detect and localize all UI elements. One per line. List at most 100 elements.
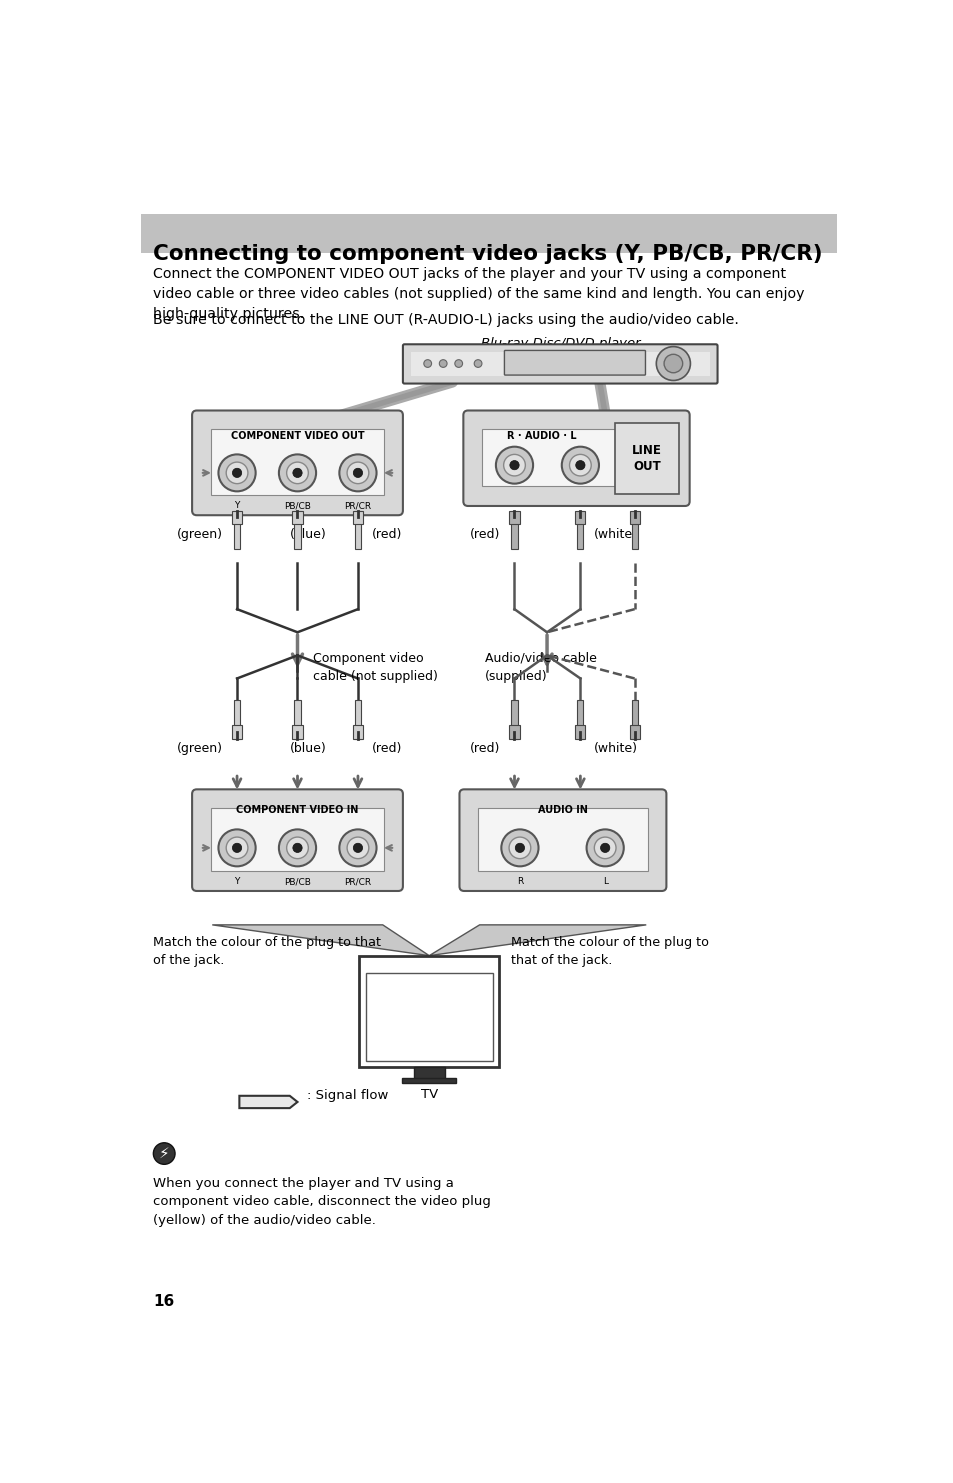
Polygon shape <box>239 1096 297 1108</box>
FancyBboxPatch shape <box>192 789 402 891</box>
Circle shape <box>226 463 248 483</box>
Text: Y: Y <box>234 876 239 887</box>
Text: LINE
OUT: LINE OUT <box>632 443 661 473</box>
Bar <box>631 510 637 549</box>
Bar <box>577 700 583 739</box>
Bar <box>355 700 360 739</box>
FancyBboxPatch shape <box>463 411 689 506</box>
Text: (red): (red) <box>372 743 402 755</box>
Polygon shape <box>212 925 429 955</box>
Circle shape <box>353 844 362 853</box>
Circle shape <box>293 844 302 853</box>
Bar <box>575 725 585 739</box>
Circle shape <box>656 347 690 381</box>
Circle shape <box>218 829 255 866</box>
Bar <box>293 510 302 525</box>
FancyBboxPatch shape <box>192 411 402 515</box>
Text: Component video
cable (not supplied): Component video cable (not supplied) <box>313 651 437 682</box>
Bar <box>355 510 360 549</box>
FancyBboxPatch shape <box>477 808 647 871</box>
FancyBboxPatch shape <box>615 423 679 494</box>
Text: COMPONENT VIDEO OUT: COMPONENT VIDEO OUT <box>231 430 364 440</box>
Text: Connect the COMPONENT VIDEO OUT jacks of the player and your TV using a componen: Connect the COMPONENT VIDEO OUT jacks of… <box>153 267 804 320</box>
Circle shape <box>278 829 315 866</box>
Bar <box>232 510 242 525</box>
Bar <box>293 725 302 739</box>
Text: (blue): (blue) <box>290 528 326 541</box>
Circle shape <box>293 469 302 478</box>
Circle shape <box>339 454 376 491</box>
Text: (white): (white) <box>594 743 638 755</box>
Text: Match the colour of the plug to
that of the jack.: Match the colour of the plug to that of … <box>510 936 708 967</box>
Text: (white): (white) <box>594 528 638 541</box>
Circle shape <box>226 836 248 859</box>
Bar <box>414 1068 444 1078</box>
Bar <box>353 725 362 739</box>
Text: (blue): (blue) <box>290 743 326 755</box>
Circle shape <box>347 836 369 859</box>
Polygon shape <box>429 925 645 955</box>
Text: (red): (red) <box>470 743 500 755</box>
FancyBboxPatch shape <box>402 344 717 384</box>
Text: 16: 16 <box>153 1295 174 1309</box>
FancyBboxPatch shape <box>504 350 645 375</box>
Text: Connecting to component video jacks (Y, PB/CB, PR/CR): Connecting to component video jacks (Y, … <box>153 245 822 264</box>
Text: Be sure to connect to the LINE OUT (R-AUDIO-L) jacks using the audio/video cable: Be sure to connect to the LINE OUT (R-AU… <box>153 313 739 326</box>
Circle shape <box>339 829 376 866</box>
Circle shape <box>503 454 525 476</box>
Bar <box>233 510 240 549</box>
Text: AUDIO IN: AUDIO IN <box>537 805 587 814</box>
Bar <box>511 510 517 549</box>
Bar <box>233 700 240 739</box>
Circle shape <box>561 446 598 483</box>
Circle shape <box>218 454 255 491</box>
Bar <box>294 510 300 549</box>
Bar <box>629 510 639 525</box>
Circle shape <box>509 461 518 470</box>
Circle shape <box>515 844 524 853</box>
Text: : Signal flow: : Signal flow <box>307 1090 388 1102</box>
Text: Y: Y <box>234 501 239 510</box>
Bar <box>511 700 517 739</box>
Circle shape <box>153 1143 174 1164</box>
Text: (green): (green) <box>177 743 223 755</box>
Bar <box>402 1078 456 1083</box>
Text: COMPONENT VIDEO IN: COMPONENT VIDEO IN <box>236 805 358 814</box>
FancyBboxPatch shape <box>359 955 498 1068</box>
Circle shape <box>286 836 308 859</box>
Text: (red): (red) <box>372 528 402 541</box>
Circle shape <box>353 469 362 478</box>
Text: Blu-ray Disc/DVD player: Blu-ray Disc/DVD player <box>480 337 640 350</box>
Circle shape <box>233 469 241 478</box>
Text: When you connect the player and TV using a
component video cable, disconnect the: When you connect the player and TV using… <box>153 1176 491 1226</box>
Bar <box>232 725 242 739</box>
Bar <box>575 510 585 525</box>
Bar <box>353 510 362 525</box>
Text: TV: TV <box>420 1089 437 1100</box>
Text: PR/CR: PR/CR <box>344 501 371 510</box>
FancyBboxPatch shape <box>410 351 709 375</box>
Bar <box>509 725 519 739</box>
FancyBboxPatch shape <box>459 789 666 891</box>
Text: R · AUDIO · L: R · AUDIO · L <box>506 430 576 440</box>
Circle shape <box>663 354 682 372</box>
Circle shape <box>509 836 530 859</box>
FancyBboxPatch shape <box>211 429 384 495</box>
Circle shape <box>474 360 481 368</box>
FancyBboxPatch shape <box>211 808 384 871</box>
Text: Match the colour of the plug to that
of the jack.: Match the colour of the plug to that of … <box>153 936 381 967</box>
FancyBboxPatch shape <box>365 973 493 1062</box>
Text: PB/CB: PB/CB <box>284 501 311 510</box>
Bar <box>629 725 639 739</box>
Circle shape <box>594 836 616 859</box>
Circle shape <box>439 360 447 368</box>
Bar <box>577 510 583 549</box>
Text: R: R <box>517 876 522 887</box>
Circle shape <box>586 829 623 866</box>
Circle shape <box>233 844 241 853</box>
Text: PB/CB: PB/CB <box>284 876 311 887</box>
Text: Audio/video cable
(supplied): Audio/video cable (supplied) <box>484 651 597 682</box>
Bar <box>631 700 637 739</box>
Circle shape <box>347 463 369 483</box>
Bar <box>141 214 836 252</box>
